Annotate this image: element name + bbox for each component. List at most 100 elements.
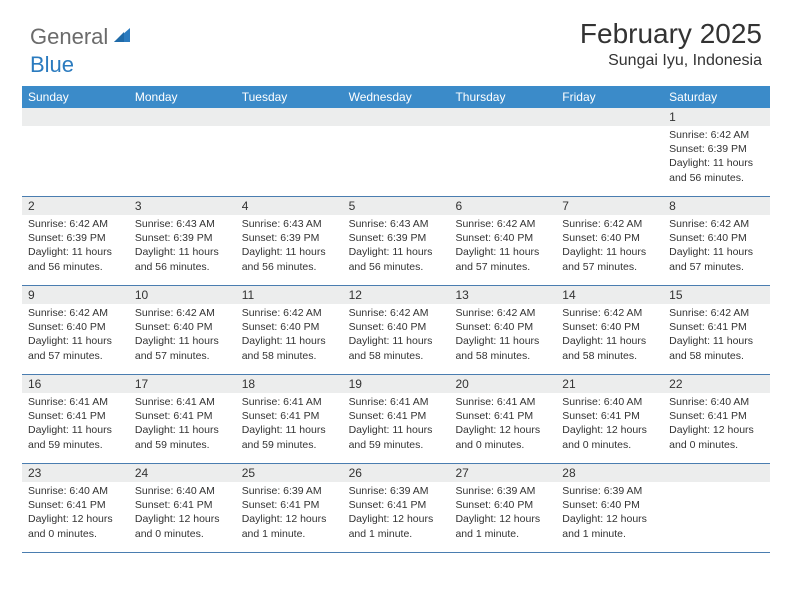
day-number: 17 [129, 375, 236, 393]
daylight-text: Daylight: 12 hours and 0 minutes. [562, 423, 657, 451]
day-body: Sunrise: 6:42 AMSunset: 6:41 PMDaylight:… [663, 304, 770, 367]
sunset-text: Sunset: 6:40 PM [242, 320, 337, 334]
sunset-text: Sunset: 6:41 PM [28, 498, 123, 512]
sunrise-text: Sunrise: 6:42 AM [242, 306, 337, 320]
day-number: 7 [556, 197, 663, 215]
day-cell: 6Sunrise: 6:42 AMSunset: 6:40 PMDaylight… [449, 197, 556, 285]
daylight-text: Daylight: 11 hours and 57 minutes. [669, 245, 764, 273]
sunrise-text: Sunrise: 6:39 AM [242, 484, 337, 498]
sunrise-text: Sunrise: 6:42 AM [669, 306, 764, 320]
sunrise-text: Sunrise: 6:41 AM [242, 395, 337, 409]
daylight-text: Daylight: 11 hours and 59 minutes. [135, 423, 230, 451]
sunrise-text: Sunrise: 6:41 AM [135, 395, 230, 409]
sunset-text: Sunset: 6:39 PM [669, 142, 764, 156]
daylight-text: Daylight: 12 hours and 0 minutes. [135, 512, 230, 540]
logo-sail-icon [112, 26, 132, 49]
day-body: Sunrise: 6:42 AMSunset: 6:40 PMDaylight:… [556, 215, 663, 278]
day-body: Sunrise: 6:42 AMSunset: 6:40 PMDaylight:… [343, 304, 450, 367]
day-number: 25 [236, 464, 343, 482]
sunrise-text: Sunrise: 6:39 AM [349, 484, 444, 498]
day-number [343, 108, 450, 126]
day-cell [449, 108, 556, 196]
sunset-text: Sunset: 6:41 PM [135, 498, 230, 512]
weekday-header: Thursday [449, 86, 556, 108]
daylight-text: Daylight: 11 hours and 57 minutes. [135, 334, 230, 362]
sunrise-text: Sunrise: 6:42 AM [562, 306, 657, 320]
title-block: February 2025 Sungai Iyu, Indonesia [580, 18, 762, 70]
sunset-text: Sunset: 6:40 PM [28, 320, 123, 334]
weekday-header: Monday [129, 86, 236, 108]
week-row: 16Sunrise: 6:41 AMSunset: 6:41 PMDayligh… [22, 375, 770, 464]
sunset-text: Sunset: 6:41 PM [28, 409, 123, 423]
day-body [556, 126, 663, 186]
sunrise-text: Sunrise: 6:43 AM [349, 217, 444, 231]
day-number: 1 [663, 108, 770, 126]
day-number: 5 [343, 197, 450, 215]
daylight-text: Daylight: 11 hours and 59 minutes. [242, 423, 337, 451]
sunset-text: Sunset: 6:41 PM [135, 409, 230, 423]
day-number: 18 [236, 375, 343, 393]
daylight-text: Daylight: 11 hours and 58 minutes. [669, 334, 764, 362]
weekday-header: Friday [556, 86, 663, 108]
weekday-header-row: SundayMondayTuesdayWednesdayThursdayFrid… [22, 86, 770, 108]
day-number: 20 [449, 375, 556, 393]
day-body: Sunrise: 6:41 AMSunset: 6:41 PMDaylight:… [129, 393, 236, 456]
day-body [343, 126, 450, 186]
day-body: Sunrise: 6:42 AMSunset: 6:39 PMDaylight:… [22, 215, 129, 278]
sunset-text: Sunset: 6:40 PM [562, 320, 657, 334]
daylight-text: Daylight: 11 hours and 56 minutes. [349, 245, 444, 273]
day-cell: 27Sunrise: 6:39 AMSunset: 6:40 PMDayligh… [449, 464, 556, 552]
sunset-text: Sunset: 6:41 PM [669, 409, 764, 423]
day-number [236, 108, 343, 126]
day-cell: 28Sunrise: 6:39 AMSunset: 6:40 PMDayligh… [556, 464, 663, 552]
day-cell [129, 108, 236, 196]
sunrise-text: Sunrise: 6:40 AM [135, 484, 230, 498]
day-body [22, 126, 129, 186]
day-cell: 3Sunrise: 6:43 AMSunset: 6:39 PMDaylight… [129, 197, 236, 285]
weekday-header: Tuesday [236, 86, 343, 108]
day-cell: 14Sunrise: 6:42 AMSunset: 6:40 PMDayligh… [556, 286, 663, 374]
logo-row2: Blue [30, 46, 74, 78]
sunrise-text: Sunrise: 6:43 AM [242, 217, 337, 231]
calendar: SundayMondayTuesdayWednesdayThursdayFrid… [22, 86, 770, 553]
day-number: 13 [449, 286, 556, 304]
day-body: Sunrise: 6:40 AMSunset: 6:41 PMDaylight:… [22, 482, 129, 545]
sunrise-text: Sunrise: 6:42 AM [135, 306, 230, 320]
daylight-text: Daylight: 11 hours and 58 minutes. [455, 334, 550, 362]
day-number: 6 [449, 197, 556, 215]
day-body: Sunrise: 6:39 AMSunset: 6:40 PMDaylight:… [556, 482, 663, 545]
daylight-text: Daylight: 11 hours and 56 minutes. [135, 245, 230, 273]
day-body: Sunrise: 6:39 AMSunset: 6:41 PMDaylight:… [236, 482, 343, 545]
day-cell: 16Sunrise: 6:41 AMSunset: 6:41 PMDayligh… [22, 375, 129, 463]
day-cell: 7Sunrise: 6:42 AMSunset: 6:40 PMDaylight… [556, 197, 663, 285]
day-body [663, 482, 770, 542]
day-number: 11 [236, 286, 343, 304]
weeks-container: 1Sunrise: 6:42 AMSunset: 6:39 PMDaylight… [22, 108, 770, 553]
sunrise-text: Sunrise: 6:41 AM [455, 395, 550, 409]
sunset-text: Sunset: 6:41 PM [349, 409, 444, 423]
day-cell: 20Sunrise: 6:41 AMSunset: 6:41 PMDayligh… [449, 375, 556, 463]
day-body: Sunrise: 6:39 AMSunset: 6:40 PMDaylight:… [449, 482, 556, 545]
sunset-text: Sunset: 6:41 PM [349, 498, 444, 512]
sunset-text: Sunset: 6:39 PM [135, 231, 230, 245]
day-cell: 1Sunrise: 6:42 AMSunset: 6:39 PMDaylight… [663, 108, 770, 196]
daylight-text: Daylight: 12 hours and 0 minutes. [669, 423, 764, 451]
sunrise-text: Sunrise: 6:40 AM [562, 395, 657, 409]
day-cell: 24Sunrise: 6:40 AMSunset: 6:41 PMDayligh… [129, 464, 236, 552]
day-body: Sunrise: 6:42 AMSunset: 6:40 PMDaylight:… [556, 304, 663, 367]
daylight-text: Daylight: 11 hours and 56 minutes. [28, 245, 123, 273]
day-body: Sunrise: 6:42 AMSunset: 6:39 PMDaylight:… [663, 126, 770, 189]
day-number [22, 108, 129, 126]
sunset-text: Sunset: 6:39 PM [242, 231, 337, 245]
day-number: 28 [556, 464, 663, 482]
daylight-text: Daylight: 11 hours and 56 minutes. [669, 156, 764, 184]
sunset-text: Sunset: 6:40 PM [349, 320, 444, 334]
location: Sungai Iyu, Indonesia [580, 52, 762, 70]
day-body: Sunrise: 6:42 AMSunset: 6:40 PMDaylight:… [129, 304, 236, 367]
day-body: Sunrise: 6:40 AMSunset: 6:41 PMDaylight:… [663, 393, 770, 456]
day-body: Sunrise: 6:42 AMSunset: 6:40 PMDaylight:… [663, 215, 770, 278]
day-cell: 26Sunrise: 6:39 AMSunset: 6:41 PMDayligh… [343, 464, 450, 552]
day-number: 19 [343, 375, 450, 393]
day-number: 27 [449, 464, 556, 482]
day-cell: 13Sunrise: 6:42 AMSunset: 6:40 PMDayligh… [449, 286, 556, 374]
